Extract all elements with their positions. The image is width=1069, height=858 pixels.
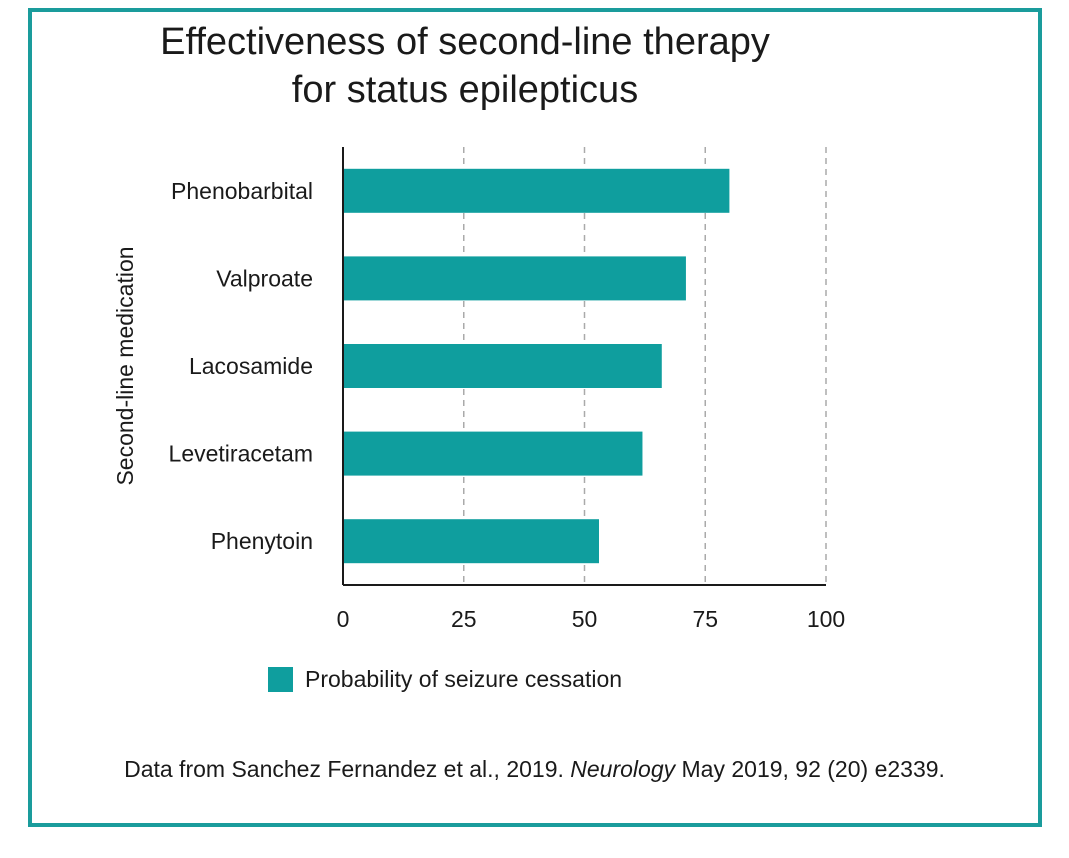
category-labels: Phenobarbital Valproate Lacosamide Levetira… [169, 178, 313, 554]
legend-swatch [268, 667, 293, 692]
category-label-valproate: Valproate [216, 265, 313, 291]
source-suffix: May 2019, 92 (20) e2339. [675, 756, 945, 782]
x-tick-label-0: 0 [337, 606, 350, 632]
x-tick-label-100: 100 [807, 606, 845, 632]
chart-frame [28, 8, 1042, 827]
category-label-lacosamide: Lacosamide [189, 353, 313, 379]
legend: Probability of seizure cessation [268, 666, 622, 693]
source-prefix: Data from Sanchez Fernandez et al., 2019… [124, 756, 571, 782]
category-label-phenytoin: Phenytoin [211, 528, 313, 554]
category-label-phenobarbital: Phenobarbital [171, 178, 313, 204]
source-journal: Neurology [570, 756, 676, 782]
bar-lacosamide [343, 344, 662, 388]
category-label-levetiracetam: Levetiracetam [169, 441, 313, 467]
source-citation: Data from Sanchez Fernandez et al., 2019… [0, 756, 1069, 783]
gridlines [463, 147, 827, 585]
axes [342, 147, 826, 586]
legend-label: Probability of seizure cessation [305, 666, 623, 692]
tick-labels: 0 25 50 75 100 [337, 606, 846, 632]
bars [343, 168, 730, 564]
chart-title: Effectiveness of second-line therapy for… [70, 18, 860, 114]
bar-phenobarbital [343, 168, 730, 213]
bar-valproate [343, 256, 686, 301]
bar-phenytoin [343, 519, 599, 564]
bar-levetiracetam [343, 431, 643, 476]
chart-title-line-1: Effectiveness of second-line therapy [160, 21, 770, 63]
chart-title-line-2: for status epilepticus [291, 69, 639, 111]
y-axis-title: Second-line medication [112, 246, 138, 485]
x-tick-label-75: 75 [692, 606, 718, 632]
x-tick-label-25: 25 [451, 606, 477, 632]
x-tick-label-50: 50 [572, 606, 598, 632]
